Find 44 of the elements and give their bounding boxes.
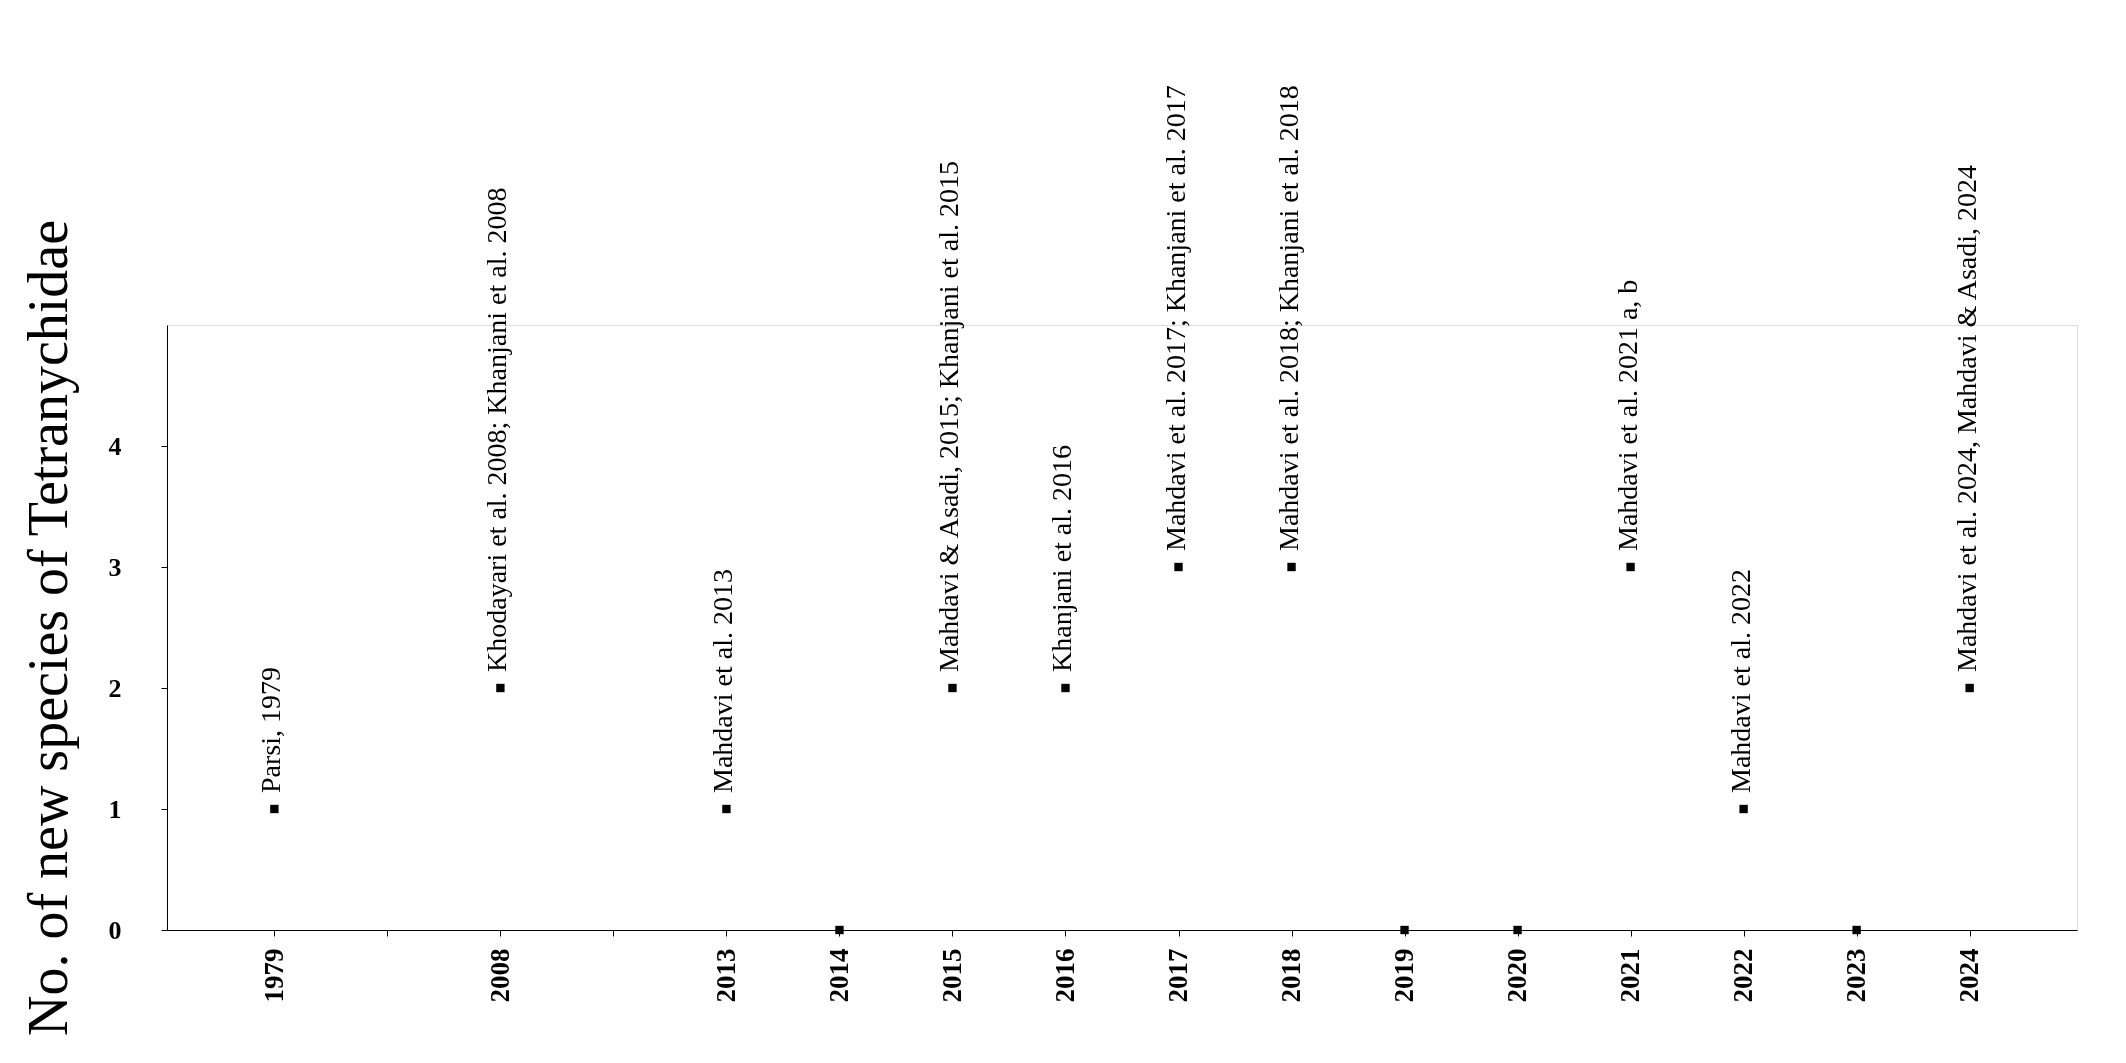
point [1852,925,1861,935]
point [1287,562,1296,572]
x-tick-label: 2014 [823,948,854,1003]
x-tick-label: 2022 [1728,948,1759,1003]
point [1965,683,1974,693]
annotation: Khanjani et al. 2016 [1046,444,1078,672]
annotation: Khodayari et al. 2008; Khanjani et al. 2008 [481,187,513,672]
point [948,683,957,693]
point [1174,562,1183,572]
x-tick-label: 2017 [1163,948,1194,1003]
x-tick-label: 2019 [1389,948,1420,1003]
annotation: Parsi, 1979 [255,667,287,793]
point [496,683,505,693]
point [1626,562,1635,572]
x-tick-label: 2016 [1049,948,1080,1003]
x-tick-label: 2018 [1276,948,1307,1003]
x-tick-label: 2008 [484,948,515,1003]
y-tick-label: 0 [108,915,122,945]
point [1513,925,1522,935]
y-axis-title: No. of new species of Tetranychidae [16,219,79,1037]
x-tick-label: 2020 [1502,948,1533,1003]
x-tick-label: 2015 [936,948,967,1003]
point [1739,804,1748,814]
x-tick-label: 2021 [1615,948,1646,1003]
x-tick-label: 2023 [1841,948,1872,1003]
annotation: Mahdavi et al. 2024, Mahdavi & Asadi, 2024 [1950,164,1982,672]
point [270,804,279,814]
y-tick-label: 4 [108,431,122,461]
annotation: Mahdavi et al. 2022 [1724,569,1756,793]
annotation: Mahdavi et al. 2018; Khanjani et al. 2018 [1272,85,1304,551]
y-tick-label: 1 [108,794,122,824]
annotation: Mahdavi et al. 2013 [707,569,739,793]
annotation: Mahdavi & Asadi, 2015; Khanjani et al. 2015 [933,161,965,672]
point [722,804,731,814]
annotation: Mahdavi et al. 2021 a, b [1611,279,1643,551]
point [1061,683,1070,693]
y-tick-label: 2 [108,673,122,703]
x-tick-label: 1979 [258,948,289,1003]
point [835,925,844,935]
x-tick-label: 2024 [1954,948,1985,1003]
annotation: Mahdavi et al. 2017; Khanjani et al. 2017 [1159,85,1191,551]
point [1400,925,1409,935]
y-tick-label: 3 [108,552,122,582]
x-tick-label: 2013 [710,948,741,1003]
